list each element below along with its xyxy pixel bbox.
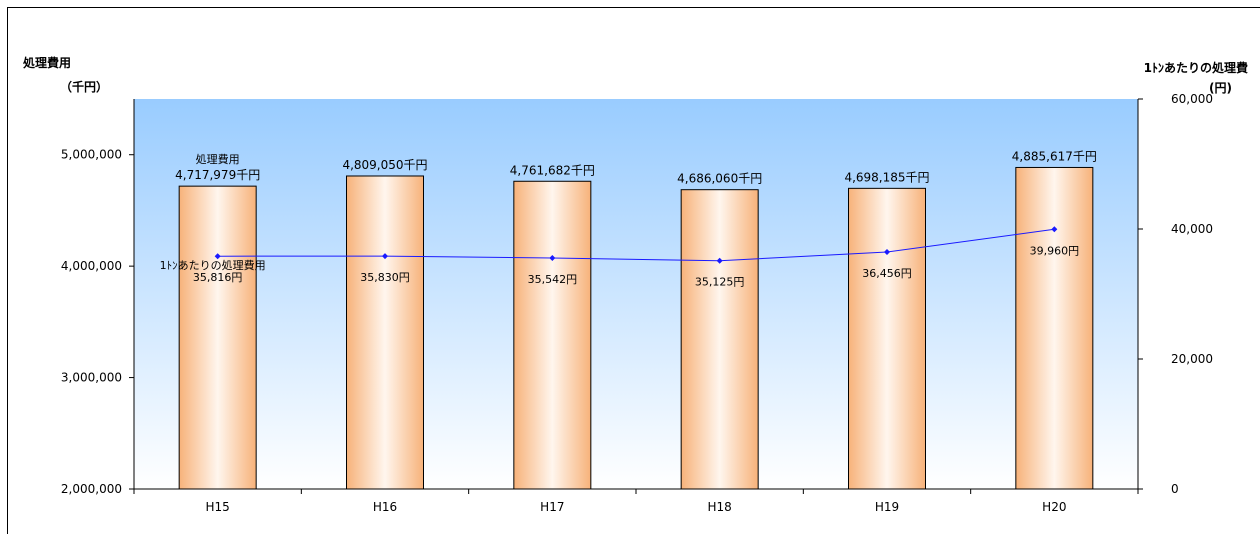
x-tick-label: H15 [206, 500, 230, 514]
line-point [214, 253, 221, 260]
line-value-label: 36,456円 [862, 267, 912, 280]
right-tick-label: 0 [1171, 482, 1179, 496]
left-axis-title: 処理費用 [22, 55, 71, 70]
bar [848, 187, 926, 490]
line-value-label: 35,816円 [193, 271, 243, 284]
chart-frame [7, 7, 1260, 534]
bar [680, 189, 759, 490]
bar-series-annotation: 処理費用 [196, 152, 240, 166]
bar-value-label: 4,885,617千円 [1012, 149, 1097, 163]
line-point [1051, 226, 1058, 233]
x-tick-label: H18 [708, 500, 732, 514]
line-path [217, 228, 1055, 262]
bar [1015, 166, 1094, 490]
data-labels: 4,717,979千円 4,809,050千円 4,761,682千円 4,686,0… [160, 149, 1097, 288]
plot-area [134, 99, 1138, 489]
line-point [716, 257, 723, 264]
bar-value-label: 4,761,682千円 [510, 163, 595, 177]
left-tick-label: 4,000,000 [61, 259, 122, 273]
axes: 2,000,000 3,000,000 4,000,000 5,000,000 0 20,… [61, 92, 1213, 514]
line-value-label: 39,960円 [1030, 244, 1080, 257]
line-point [382, 253, 388, 260]
right-axis-unit: (円) [1209, 81, 1232, 95]
right-axis-title: 1ﾄﾝあたりの処理費 [1144, 60, 1248, 75]
x-tick-label: H16 [373, 500, 397, 514]
bar-value-label: 4,809,050千円 [342, 158, 427, 172]
line-point [549, 254, 556, 261]
bar [513, 180, 592, 490]
bar [346, 175, 424, 490]
line-value-label: 35,542円 [528, 273, 578, 286]
bar-value-label: 4,686,060千円 [677, 172, 762, 186]
x-tick-label: H19 [875, 500, 899, 514]
x-tick-label: H20 [1042, 500, 1066, 514]
line-series-annotation: 1ﾄﾝあたりの処理費用 [160, 258, 266, 272]
bar-value-label: 4,717,979千円 [175, 168, 260, 182]
bar [178, 185, 257, 490]
line-value-label: 35,830円 [360, 271, 410, 284]
line-value-label: 35,125円 [695, 276, 745, 289]
right-tick-label: 20,000 [1171, 352, 1213, 366]
line-series [214, 226, 1058, 264]
left-tick-label: 5,000,000 [61, 148, 122, 162]
right-tick-label: 40,000 [1171, 222, 1213, 236]
bar-series [178, 166, 1094, 490]
left-axis-unit: （千円） [60, 79, 108, 94]
left-tick-label: 2,000,000 [61, 482, 122, 496]
right-tick-label: 60,000 [1171, 92, 1213, 106]
bar-value-label: 4,698,185千円 [844, 170, 929, 184]
line-point [884, 249, 890, 256]
left-tick-label: 3,000,000 [61, 371, 122, 385]
x-tick-label: H17 [540, 500, 564, 514]
